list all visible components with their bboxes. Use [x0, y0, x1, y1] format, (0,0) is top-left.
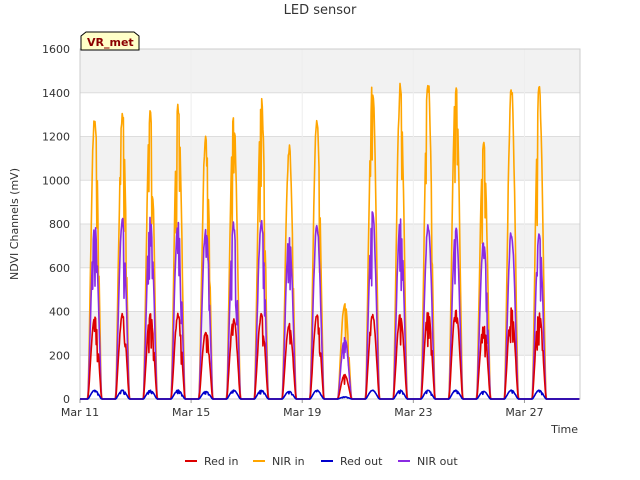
plot-band — [80, 136, 580, 181]
plot-series — [79, 82, 580, 400]
plot-band — [80, 311, 580, 356]
y-axis-ticks: 0 200 400 600 800 1000 1200 1400 1600 — [42, 43, 70, 406]
plot-band — [80, 224, 580, 268]
x-axis-label: Time — [550, 423, 578, 436]
legend-label: Red out — [340, 455, 383, 468]
plot-background — [80, 49, 580, 399]
y-tick-label: 1200 — [42, 131, 70, 144]
plot-band — [80, 180, 580, 224]
y-tick-label: 800 — [49, 218, 70, 231]
y-tick-label: 1400 — [42, 87, 70, 100]
y-axis-label: NDVI Channels (mV) — [8, 168, 21, 280]
legend: Red in NIR in Red out NIR out — [185, 455, 458, 468]
series-line — [79, 389, 580, 400]
y-tick-label: 0 — [63, 393, 70, 406]
legend-label: NIR out — [417, 455, 458, 468]
plot-band — [80, 267, 580, 312]
legend-label: Red in — [204, 455, 238, 468]
chart-title: LED sensor — [284, 3, 357, 18]
plot-band — [80, 355, 580, 399]
y-tick-label: 400 — [49, 306, 70, 319]
x-tick-label: Mar 27 — [505, 406, 543, 419]
y-tick-label: 1600 — [42, 43, 70, 56]
x-tick-label: Mar 19 — [283, 406, 321, 419]
y-tick-label: 1000 — [42, 174, 70, 187]
y-tick-label: 200 — [49, 349, 70, 362]
x-tick-label: Mar 23 — [394, 406, 432, 419]
plot-band — [80, 49, 580, 93]
y-tick-label: 600 — [49, 262, 70, 275]
annotation-badge: VR_met — [80, 31, 140, 51]
legend-label: NIR in — [272, 455, 305, 468]
x-tick-label: Mar 15 — [172, 406, 210, 419]
plot-band — [80, 92, 580, 137]
annotation-badge-shape — [80, 31, 140, 51]
x-axis-ticks: Mar 11 Mar 15 Mar 19 Mar 23 Mar 27 — [61, 399, 544, 419]
x-tick-label: Mar 11 — [61, 406, 99, 419]
annotation-label: VR_met — [87, 36, 134, 49]
